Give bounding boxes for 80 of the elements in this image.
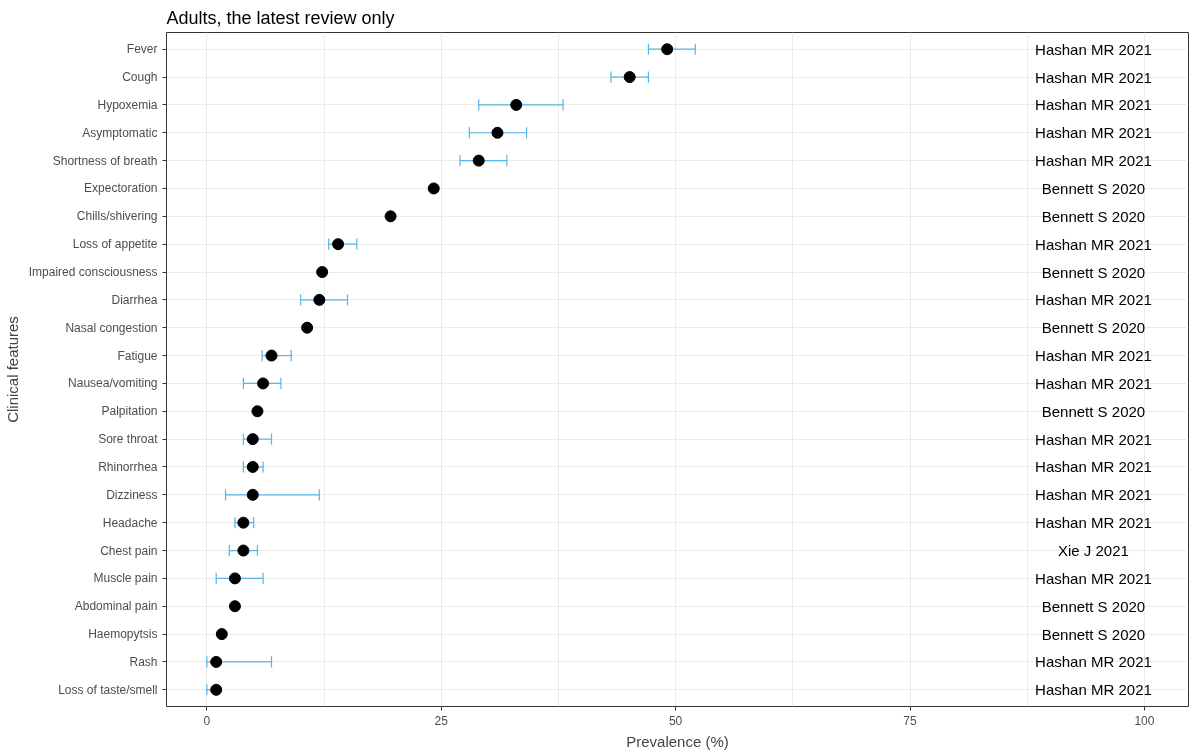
point: [246, 460, 259, 473]
point: [215, 628, 228, 641]
y-tick-label: Asymptomatic: [82, 125, 158, 140]
annotation: Hashan MR 2021: [1035, 514, 1152, 532]
point: [246, 433, 259, 446]
annotation: Bennett S 2020: [1041, 625, 1146, 643]
x-tick-label: 0: [203, 713, 211, 728]
point: [301, 321, 314, 334]
y-tick-label: Headache: [102, 515, 158, 530]
annotation: Hashan MR 2021: [1035, 291, 1152, 309]
annotation: Hashan MR 2021: [1035, 430, 1152, 448]
annotation: Bennett S 2020: [1041, 263, 1146, 281]
point: [228, 572, 241, 585]
point: [427, 182, 440, 195]
annotation: Hashan MR 2021: [1035, 486, 1152, 504]
point: [313, 293, 326, 306]
y-tick-label: Fever: [126, 42, 158, 57]
y-tick-label: Chills/shivering: [76, 209, 158, 224]
point: [265, 349, 278, 362]
y-tick-label: Nausea/vomiting: [68, 376, 158, 391]
y-tick-label: Muscle pain: [93, 571, 158, 586]
annotation: Hashan MR 2021: [1035, 347, 1152, 365]
point: [210, 683, 223, 696]
y-tick-label: Expectoration: [84, 181, 158, 196]
chart-title: Adults, the latest review only: [166, 7, 395, 28]
y-tick-label: Rash: [129, 654, 158, 669]
point: [472, 154, 485, 167]
point: [237, 544, 250, 557]
y-axis-title: Clinical features: [3, 316, 21, 423]
annotation: Hashan MR 2021: [1035, 152, 1152, 170]
point: [510, 98, 523, 111]
y-tick-label: Impaired consciousness: [28, 265, 158, 280]
point: [237, 516, 250, 529]
annotation: Hashan MR 2021: [1035, 40, 1152, 58]
y-tick-label: Nasal congestion: [65, 320, 158, 335]
point: [384, 210, 397, 223]
y-tick-label: Haemopytsis: [88, 627, 158, 642]
y-tick-label: Rhinorrhea: [98, 459, 158, 474]
y-tick-label: Dizziness: [106, 487, 158, 502]
annotation: Hashan MR 2021: [1035, 235, 1152, 253]
point: [316, 266, 329, 279]
annotation: Bennett S 2020: [1041, 597, 1146, 615]
annotation: Bennett S 2020: [1041, 179, 1146, 197]
y-tick-label: Loss of appetite: [72, 237, 158, 252]
point: [491, 126, 504, 139]
y-tick-label: Fatigue: [117, 348, 158, 363]
annotation: Xie J 2021: [1058, 542, 1129, 560]
x-tick-label: 50: [668, 713, 683, 728]
annotation: Hashan MR 2021: [1035, 96, 1152, 114]
y-tick-label: Hypoxemia: [97, 97, 158, 112]
point: [661, 43, 674, 56]
annotation: Bennett S 2020: [1041, 402, 1146, 420]
annotation: Hashan MR 2021: [1035, 68, 1152, 86]
annotation: Bennett S 2020: [1041, 207, 1146, 225]
annotation: Hashan MR 2021: [1035, 653, 1152, 671]
annotation: Hashan MR 2021: [1035, 569, 1152, 587]
point: [623, 71, 636, 84]
point: [257, 377, 270, 390]
annotation: Bennett S 2020: [1041, 319, 1146, 337]
point: [332, 238, 345, 251]
x-tick-label: 25: [434, 713, 449, 728]
point: [246, 488, 259, 501]
y-tick-label: Chest pain: [100, 543, 158, 558]
point: [228, 600, 241, 613]
point: [210, 655, 223, 668]
y-tick-label: Loss of taste/smell: [58, 682, 158, 697]
x-tick-label: 75: [903, 713, 918, 728]
annotation: Hashan MR 2021: [1035, 681, 1152, 699]
y-tick-label: Sore throat: [98, 432, 159, 447]
y-tick-label: Palpitation: [101, 404, 158, 419]
y-tick-label: Abdominal pain: [74, 599, 158, 614]
y-tick-label: Shortness of breath: [52, 153, 158, 168]
annotation: Hashan MR 2021: [1035, 374, 1152, 392]
annotation: Hashan MR 2021: [1035, 124, 1152, 142]
y-tick-label: Diarrhea: [111, 292, 158, 307]
annotation: Hashan MR 2021: [1035, 458, 1152, 476]
x-tick-label: 100: [1134, 713, 1155, 728]
point: [251, 405, 264, 418]
x-axis-title: Prevalence (%): [626, 732, 729, 750]
y-tick-label: Cough: [122, 70, 158, 85]
